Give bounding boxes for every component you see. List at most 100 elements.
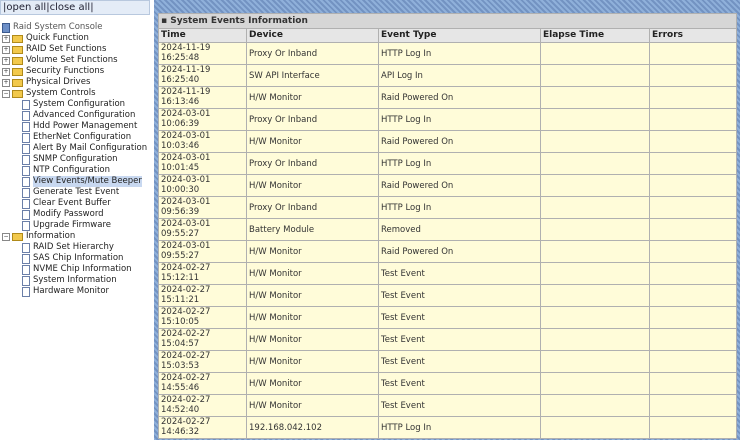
doc-icon: [22, 143, 30, 154]
elapse-cell: [540, 218, 650, 241]
folder-icon: [12, 78, 23, 87]
tree-item[interactable]: RAID Set Hierarchy: [2, 242, 147, 253]
doc-icon: [22, 176, 30, 187]
device-cell: H/W Monitor: [246, 306, 379, 329]
column-header: Device: [246, 28, 379, 43]
tree-item[interactable]: EtherNet Configuration: [2, 132, 147, 143]
doc-icon: [22, 99, 30, 110]
link[interactable]: open all: [6, 2, 47, 13]
item-label: NTP Configuration: [33, 165, 111, 175]
folder-icon: [12, 45, 23, 54]
doc-icon: [22, 209, 30, 220]
event-date: 2024-02-27: [161, 373, 211, 384]
expander[interactable]: −: [2, 89, 10, 98]
elapse-cell: [540, 240, 650, 263]
event-type-cell: Test Event: [378, 394, 541, 417]
folder-icon: [12, 34, 23, 43]
tree-item[interactable]: NVME Chip Information: [2, 264, 147, 275]
errors-cell: [648, 328, 738, 351]
expander[interactable]: +: [2, 56, 10, 65]
device-cell: H/W Monitor: [246, 130, 379, 153]
event-row: 2024-02-27 15:12:11 H/W Monitor Test Event: [158, 262, 738, 285]
group-label: Physical Drives: [26, 77, 91, 87]
event-date: 2024-11-19: [161, 87, 211, 98]
tree-group[interactable]: − System Controls: [2, 88, 147, 99]
separator: |: [46, 2, 50, 13]
event-date: 2024-02-27: [161, 285, 211, 296]
column-header: Elapse Time: [540, 28, 650, 43]
event-time: 10:00:30: [161, 185, 200, 195]
expander[interactable]: +: [2, 67, 10, 76]
expander[interactable]: +: [2, 78, 10, 87]
event-time: 10:03:46: [161, 141, 200, 151]
elapse-cell: [540, 328, 650, 351]
item-label: EtherNet Configuration: [33, 132, 132, 142]
event-time: 09:55:27: [161, 229, 200, 239]
tree-item[interactable]: Upgrade Firmware: [2, 220, 147, 231]
elapse-cell: [540, 284, 650, 307]
errors-cell: [648, 152, 738, 175]
event-type-cell: Raid Powered On: [378, 240, 541, 263]
event-row: 2024-03-01 09:55:27 H/W Monitor Raid Powere…: [158, 240, 738, 263]
tree-group[interactable]: − Information: [2, 231, 147, 242]
tree-item[interactable]: View Events/Mute Beeper: [2, 176, 147, 187]
time-cell: 2024-02-27 15:03:53: [158, 350, 247, 373]
tree-root[interactable]: Raid System Console: [2, 22, 147, 33]
doc-icon: [22, 198, 30, 209]
errors-cell: [648, 306, 738, 329]
tree-group[interactable]: + Volume Set Functions: [2, 55, 147, 66]
tree-item[interactable]: Advanced Configuration: [2, 110, 147, 121]
tree-item[interactable]: Generate Test Event: [2, 187, 147, 198]
tree-item[interactable]: Modify Password: [2, 209, 147, 220]
event-time: 16:13:46: [161, 97, 200, 107]
event-time: 16:25:48: [161, 53, 200, 63]
link[interactable]: close all: [49, 2, 91, 13]
item-label: SNMP Configuration: [33, 154, 118, 164]
doc-icon: [22, 253, 30, 264]
table-title: System Events Information: [170, 16, 308, 26]
device-cell: Battery Module: [246, 218, 379, 241]
event-type-cell: Raid Powered On: [378, 130, 541, 153]
expander[interactable]: −: [2, 232, 10, 241]
tree-item[interactable]: Hardware Monitor: [2, 286, 147, 297]
event-time: 15:03:53: [161, 361, 200, 371]
tree-item[interactable]: System Information: [2, 275, 147, 286]
group-label: System Controls: [26, 88, 96, 98]
event-type-cell: Test Event: [378, 372, 541, 395]
errors-cell: [648, 196, 738, 219]
doc-icon: [22, 121, 30, 132]
errors-cell: [648, 42, 738, 65]
time-cell: 2024-03-01 09:55:27: [158, 240, 247, 263]
time-cell: 2024-02-27 15:04:57: [158, 328, 247, 351]
tree-item[interactable]: SAS Chip Information: [2, 253, 147, 264]
tree-item[interactable]: NTP Configuration: [2, 165, 147, 176]
expander[interactable]: +: [2, 45, 10, 54]
tree-item[interactable]: Alert By Mail Configuration: [2, 143, 147, 154]
tree-group[interactable]: + Physical Drives: [2, 77, 147, 88]
time-cell: 2024-02-27 15:12:11: [158, 262, 247, 285]
item-label: Alert By Mail Configuration: [33, 143, 148, 153]
event-time: 15:12:11: [161, 273, 200, 283]
item-label: Advanced Configuration: [33, 110, 136, 120]
tree-item[interactable]: System Configuration: [2, 99, 147, 110]
group-label: Information: [26, 231, 76, 241]
event-row: 2024-11-19 16:13:46 H/W Monitor Raid Powere…: [158, 86, 738, 109]
event-type-cell: HTTP Log In: [378, 196, 541, 219]
event-row: 2024-02-27 15:04:57 H/W Monitor Test Event: [158, 328, 738, 351]
errors-cell: [648, 350, 738, 373]
elapse-cell: [540, 372, 650, 395]
tree-group[interactable]: + Quick Function: [2, 33, 147, 44]
tree-item[interactable]: Hdd Power Management: [2, 121, 147, 132]
tree-item[interactable]: Clear Event Buffer: [2, 198, 147, 209]
tree-group[interactable]: + Security Functions: [2, 66, 147, 77]
event-type-cell: Removed: [378, 218, 541, 241]
time-cell: 2024-11-19 16:13:46: [158, 86, 247, 109]
expander[interactable]: +: [2, 34, 10, 43]
item-label: Upgrade Firmware: [33, 220, 111, 230]
event-date: 2024-11-19: [161, 43, 211, 54]
item-label: Hardware Monitor: [33, 286, 110, 296]
doc-icon: [22, 220, 30, 231]
tree-item[interactable]: SNMP Configuration: [2, 154, 147, 165]
tree-group[interactable]: + RAID Set Functions: [2, 44, 147, 55]
